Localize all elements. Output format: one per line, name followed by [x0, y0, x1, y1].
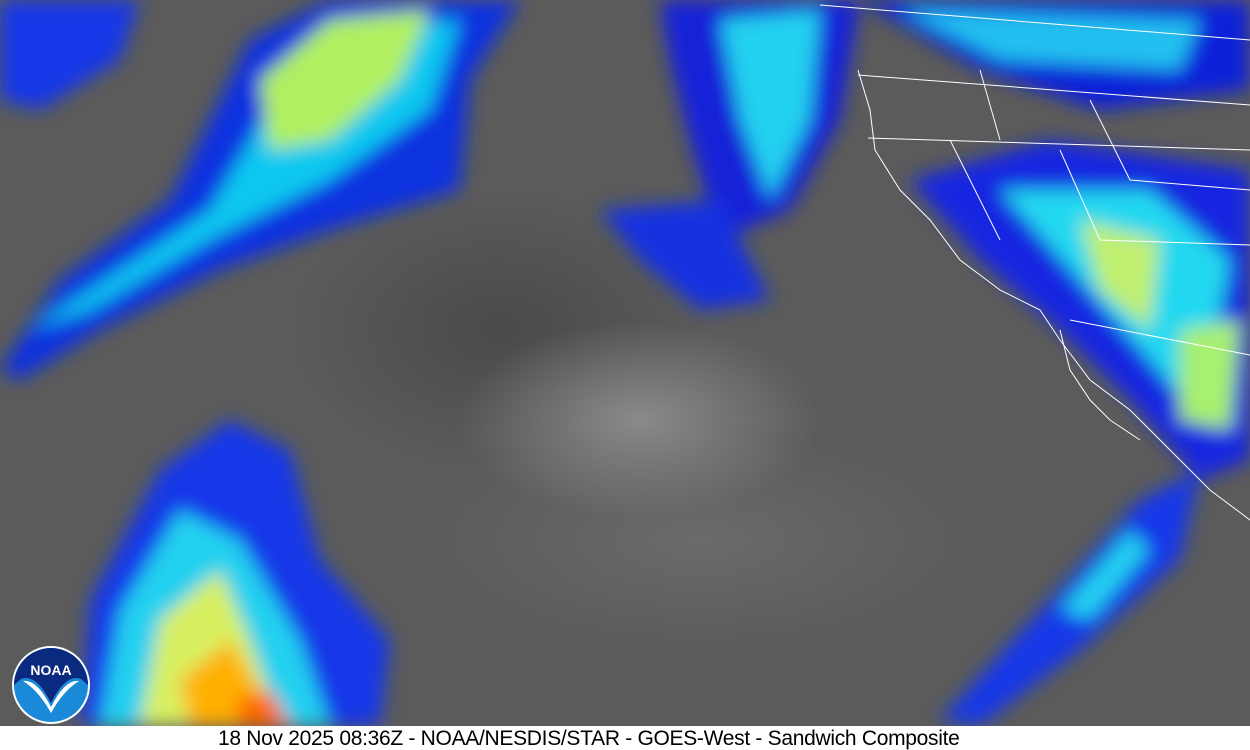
- noaa-logo-text: NOAA: [30, 662, 71, 678]
- caption-bar: 18 Nov 2025 08:36Z - NOAA/NESDIS/STAR - …: [0, 726, 1250, 750]
- noaa-logo: NOAA: [11, 645, 91, 725]
- satellite-imagery: [0, 0, 1250, 726]
- cloud-band-southwest: [80, 420, 390, 726]
- cloud-band-northwest: [0, 0, 520, 380]
- coastline-and-borders: [819, 4, 1250, 521]
- cloud-band-north: [600, 0, 1250, 310]
- cloud-layer: [0, 0, 1250, 726]
- cloud-band-east: [910, 140, 1250, 726]
- image-caption: 18 Nov 2025 08:36Z - NOAA/NESDIS/STAR - …: [218, 727, 960, 750]
